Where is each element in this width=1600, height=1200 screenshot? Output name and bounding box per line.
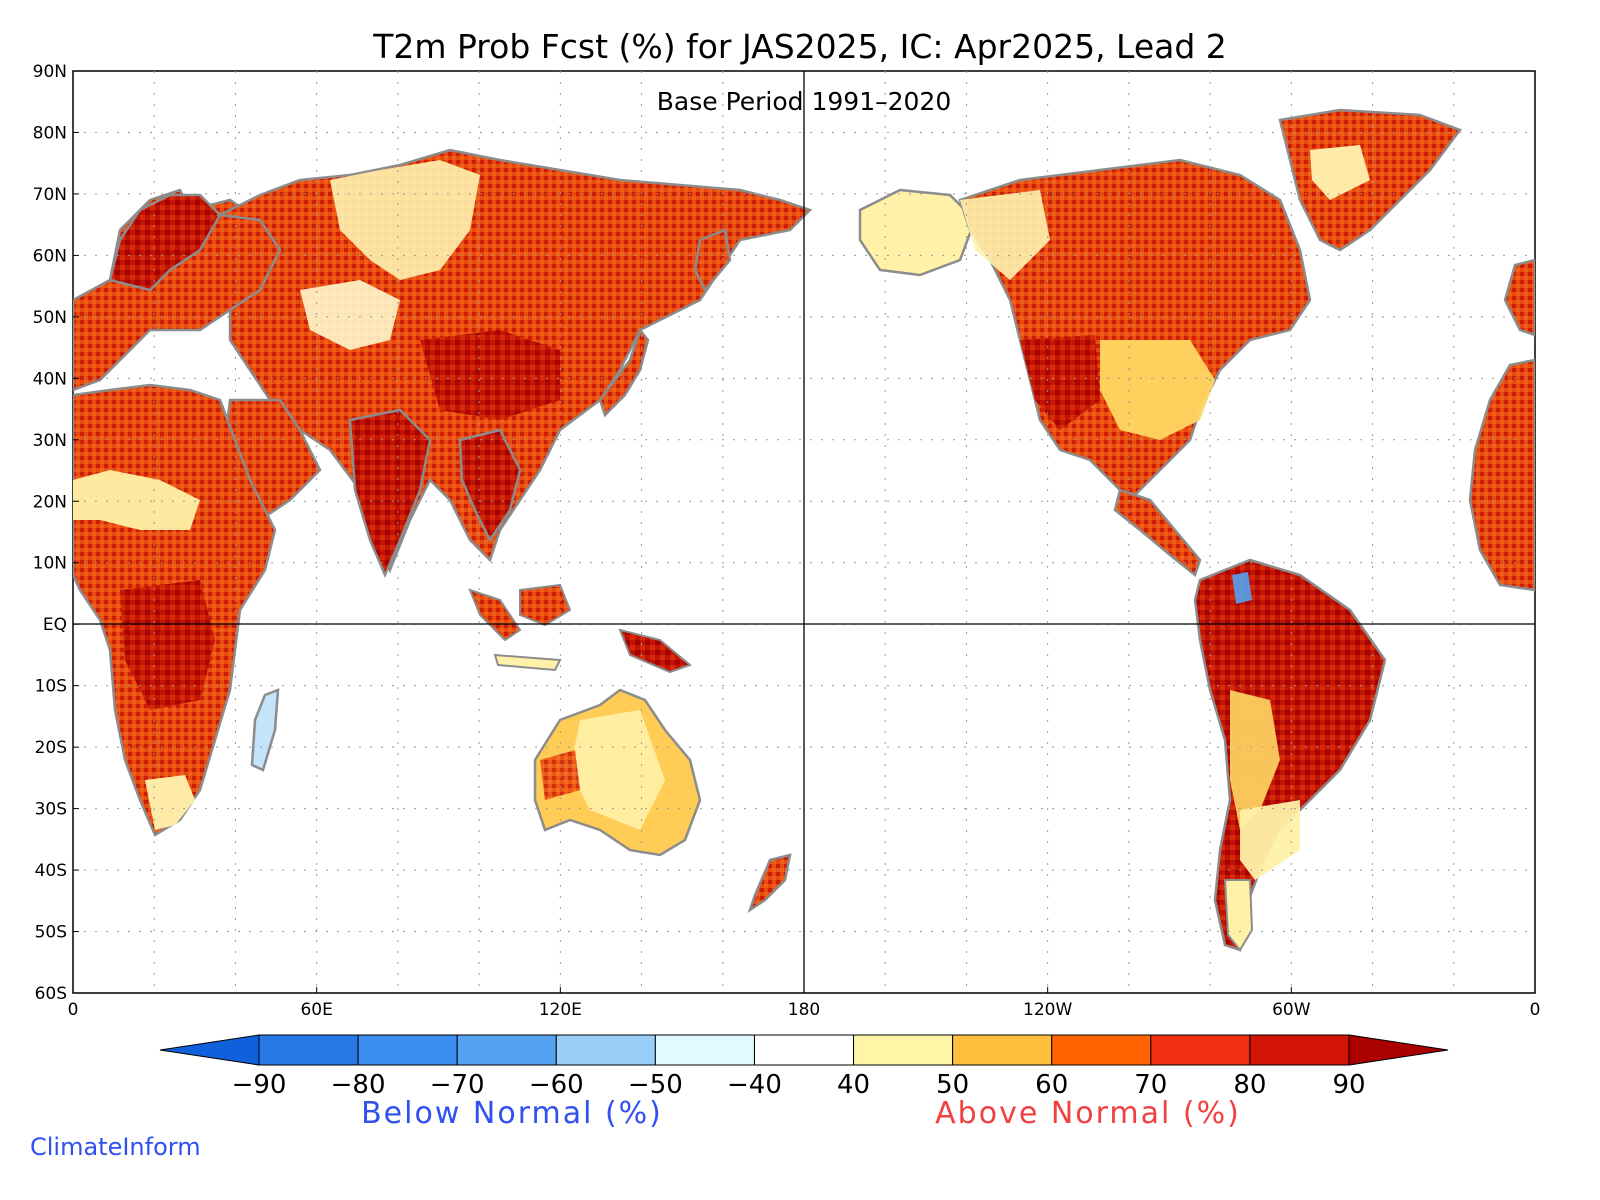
land-india [348, 408, 432, 579]
land-siberia-light [330, 160, 480, 280]
colorbar-tick-label: 90 [1332, 1070, 1365, 1100]
land-africa-east-wrap [1468, 358, 1535, 592]
land-sumatra [468, 588, 522, 642]
colorbar-segment [1150, 1034, 1251, 1066]
colorbar-high-arrow [1348, 1034, 1449, 1066]
colorbar-segment [753, 1034, 855, 1066]
map-panel: Base Period 1991–2020 90N 80N 70N 60N 50N 40N… [33, 62, 1541, 1020]
legend-colorbar [159, 1034, 1449, 1066]
colorbar-tick-label: −60 [529, 1070, 584, 1100]
land-tibet-dark [420, 330, 560, 420]
lat-label: 20N [33, 492, 67, 512]
lat-label: 40N [33, 369, 67, 389]
land-kamchatka [693, 228, 732, 293]
colorbar-segment [258, 1034, 359, 1066]
lat-label: 90N [33, 62, 67, 82]
lat-label: 50N [33, 308, 67, 328]
land-madagascar [250, 688, 280, 772]
land-sahel-light [73, 470, 200, 530]
lon-label: 0 [68, 1000, 79, 1020]
lon-label: 60E [300, 1000, 332, 1020]
credit-text: ClimateInform [30, 1133, 201, 1161]
colorbar-tick-label: 60 [1035, 1070, 1068, 1100]
below-normal-caption: Below Normal (%) [361, 1096, 663, 1131]
colorbar-tick-label: −80 [331, 1070, 386, 1100]
above-normal-caption: Above Normal (%) [935, 1096, 1241, 1131]
colorbar-tick-label: 40 [837, 1070, 870, 1100]
lat-label: 70N [33, 185, 67, 205]
longitude-labels: 0 60E 120E 180 120W 60W 0 [68, 987, 1541, 1020]
land-south-america-south-light [1240, 800, 1300, 880]
land-java [493, 653, 562, 672]
lat-label: 20S [35, 738, 67, 758]
land-patagonia [1223, 879, 1254, 952]
land-us-west-dark [1020, 335, 1100, 430]
colorbar-tick-label: −50 [628, 1070, 683, 1100]
colorbar-tick-label: 80 [1233, 1070, 1266, 1100]
lat-label: 60S [35, 984, 67, 1004]
land-alaska [858, 188, 977, 277]
colorbar-segment [1051, 1034, 1152, 1066]
land-central-america [1113, 488, 1202, 578]
colorbar-tick-label: 70 [1134, 1070, 1167, 1100]
lat-label: 40S [35, 861, 67, 881]
lon-label: 0 [1530, 1000, 1541, 1020]
lat-label: 60N [33, 246, 67, 266]
map-gridlines [73, 71, 1535, 993]
land-central-asia-light [300, 280, 400, 350]
lat-label: 10N [33, 554, 67, 574]
land-canada-west-light [960, 190, 1050, 280]
latitude-labels: 90N 80N 70N 60N 50N 40N 30N 20N 10N EQ 10S 20S 30S 40… [33, 62, 79, 1004]
colorbar-tick-label: −40 [727, 1070, 782, 1100]
land-australia-light [570, 710, 665, 830]
colorbar-segment [357, 1034, 458, 1066]
colorbar-tick-label: −90 [232, 1070, 287, 1100]
base-period-subtitle: Base Period 1991–2020 [657, 87, 951, 116]
lon-label: 120W [1023, 1000, 1072, 1020]
lon-label: 180 [788, 1000, 820, 1020]
lon-label: 60W [1272, 1000, 1311, 1020]
lat-label: 80N [33, 123, 67, 143]
land-indochina [458, 428, 522, 543]
land-europe-east-wrap [1503, 258, 1535, 337]
land-japan [598, 327, 650, 418]
colorbar-segment [952, 1034, 1053, 1066]
land-south-america-west-light [1230, 690, 1280, 830]
land-scandinavia [108, 193, 222, 292]
legend-tick-labels: −90 −80 −70 −60 −50 −40 40 50 60 70 80 90 [232, 1070, 1366, 1100]
land-new-zealand [747, 853, 792, 914]
land-colombia-blue [1232, 572, 1252, 604]
land-greenland-light [1310, 145, 1370, 200]
lat-label: 50S [35, 923, 67, 943]
lat-label: 10S [35, 677, 67, 697]
land-africa-central-dark [120, 580, 215, 710]
colorbar-segment [555, 1034, 656, 1066]
lat-label: EQ [43, 615, 67, 635]
colorbar-segment [853, 1034, 954, 1066]
land-field [73, 108, 1535, 952]
land-africa-south-light [145, 775, 195, 830]
colorbar-low-arrow [159, 1034, 260, 1066]
colorbar-segment [456, 1034, 557, 1066]
land-us-east-light [1100, 340, 1215, 440]
land-borneo [519, 583, 572, 627]
colorbar-segment [1249, 1034, 1350, 1066]
colorbar-tick-label: 50 [936, 1070, 969, 1100]
figure-title: T2m Prob Fcst (%) for JAS2025, IC: Apr20… [372, 27, 1227, 66]
land-new-guinea [618, 628, 692, 674]
lon-label: 120E [539, 1000, 582, 1020]
colorbar-segment [654, 1034, 755, 1066]
lat-label: 30N [33, 431, 67, 451]
colorbar-tick-label: −70 [430, 1070, 485, 1100]
lat-label: 30S [35, 800, 67, 820]
